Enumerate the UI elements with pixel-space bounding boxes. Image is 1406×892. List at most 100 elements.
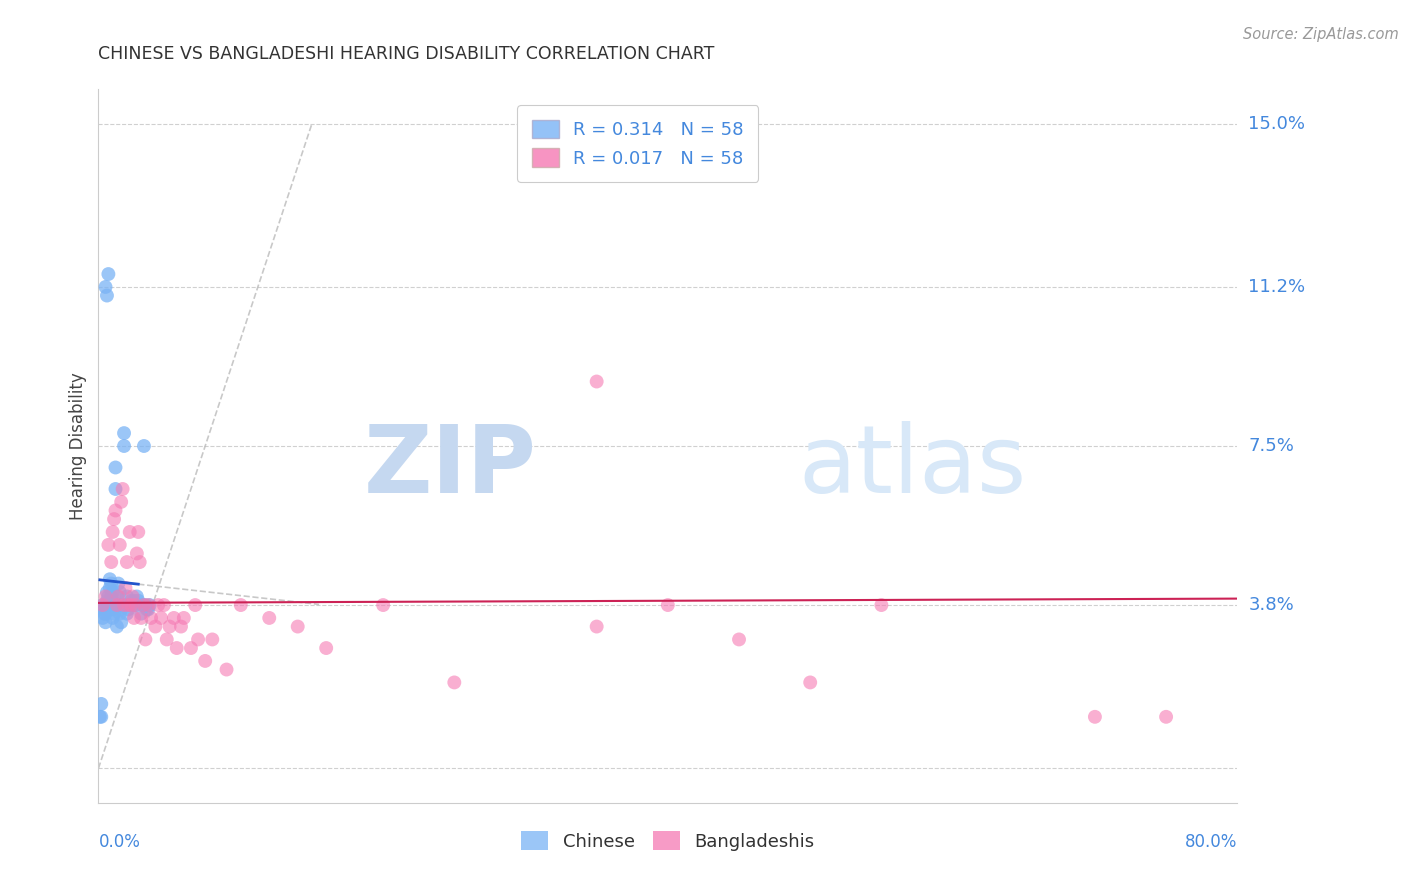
Point (131, 598, 153, 612)
Point (287, 619, 309, 633)
Point (104, 503, 127, 517)
Point (728, 632, 751, 647)
Point (98, 598, 121, 612)
Point (215, 663, 238, 677)
Point (136, 602, 159, 616)
Text: 80.0%: 80.0% (1185, 833, 1237, 851)
Point (103, 598, 125, 612)
Point (187, 632, 209, 647)
Point (156, 632, 179, 647)
Point (101, 524, 124, 539)
Point (97, 538, 120, 552)
Point (201, 632, 224, 647)
Point (101, 585, 124, 599)
Point (105, 619, 128, 633)
Point (121, 590, 143, 604)
Point (100, 598, 122, 612)
Point (115, 555, 138, 569)
Point (108, 598, 131, 612)
Point (134, 598, 156, 612)
Point (585, 619, 607, 633)
Text: atlas: atlas (799, 421, 1026, 514)
Point (139, 611, 162, 625)
Point (120, 598, 142, 612)
Point (125, 546, 148, 560)
Point (108, 585, 131, 599)
Point (173, 611, 195, 625)
Point (132, 439, 155, 453)
Point (373, 598, 395, 612)
Point (94, 615, 117, 630)
Point (101, 593, 124, 607)
Point (91, 598, 114, 612)
Point (97, 590, 120, 604)
Point (103, 512, 125, 526)
Point (117, 598, 139, 612)
Point (129, 607, 152, 621)
Point (91, 611, 114, 625)
Point (136, 598, 159, 612)
Point (103, 607, 125, 621)
Point (112, 598, 135, 612)
Text: 0.0%: 0.0% (98, 833, 141, 851)
Point (110, 602, 132, 616)
Text: 3.8%: 3.8% (1249, 596, 1294, 614)
Point (120, 593, 142, 607)
Text: 15.0%: 15.0% (1249, 114, 1305, 133)
Point (127, 524, 149, 539)
Point (90, 697, 112, 711)
Point (115, 590, 138, 604)
Legend: Chinese, Bangladeshis: Chinese, Bangladeshis (515, 824, 821, 858)
Point (101, 611, 124, 625)
Point (114, 598, 136, 612)
Point (105, 590, 128, 604)
Text: 7.5%: 7.5% (1249, 437, 1295, 455)
Point (1084, 710, 1107, 724)
Point (112, 439, 135, 453)
Point (98, 581, 121, 595)
Point (105, 598, 128, 612)
Point (657, 598, 679, 612)
Point (110, 615, 132, 630)
Point (96, 288, 118, 302)
Point (107, 576, 129, 591)
Point (170, 619, 193, 633)
Point (315, 641, 337, 656)
Point (114, 581, 136, 595)
Point (89, 710, 111, 724)
Point (100, 555, 122, 569)
Point (148, 598, 170, 612)
Point (138, 598, 160, 612)
Point (159, 619, 181, 633)
Point (128, 555, 150, 569)
Point (117, 602, 139, 616)
Point (132, 598, 155, 612)
Point (97, 602, 120, 616)
Point (108, 538, 131, 552)
Point (111, 482, 134, 496)
Point (98, 572, 121, 586)
Point (194, 654, 217, 668)
Point (118, 598, 141, 612)
Point (153, 598, 176, 612)
Point (97, 267, 120, 281)
Y-axis label: Hearing Disability: Hearing Disability (69, 372, 87, 520)
Point (184, 598, 207, 612)
Point (104, 460, 127, 475)
Point (107, 590, 129, 604)
Point (112, 426, 135, 441)
Point (166, 641, 188, 656)
Point (96, 593, 118, 607)
Point (127, 593, 149, 607)
Point (100, 576, 122, 591)
Point (93, 602, 115, 616)
Point (111, 598, 134, 612)
Point (125, 590, 148, 604)
Point (134, 632, 156, 647)
Point (585, 375, 607, 389)
Point (107, 598, 129, 612)
Point (90, 710, 112, 724)
Point (443, 675, 465, 690)
Point (145, 619, 167, 633)
Point (259, 611, 281, 625)
